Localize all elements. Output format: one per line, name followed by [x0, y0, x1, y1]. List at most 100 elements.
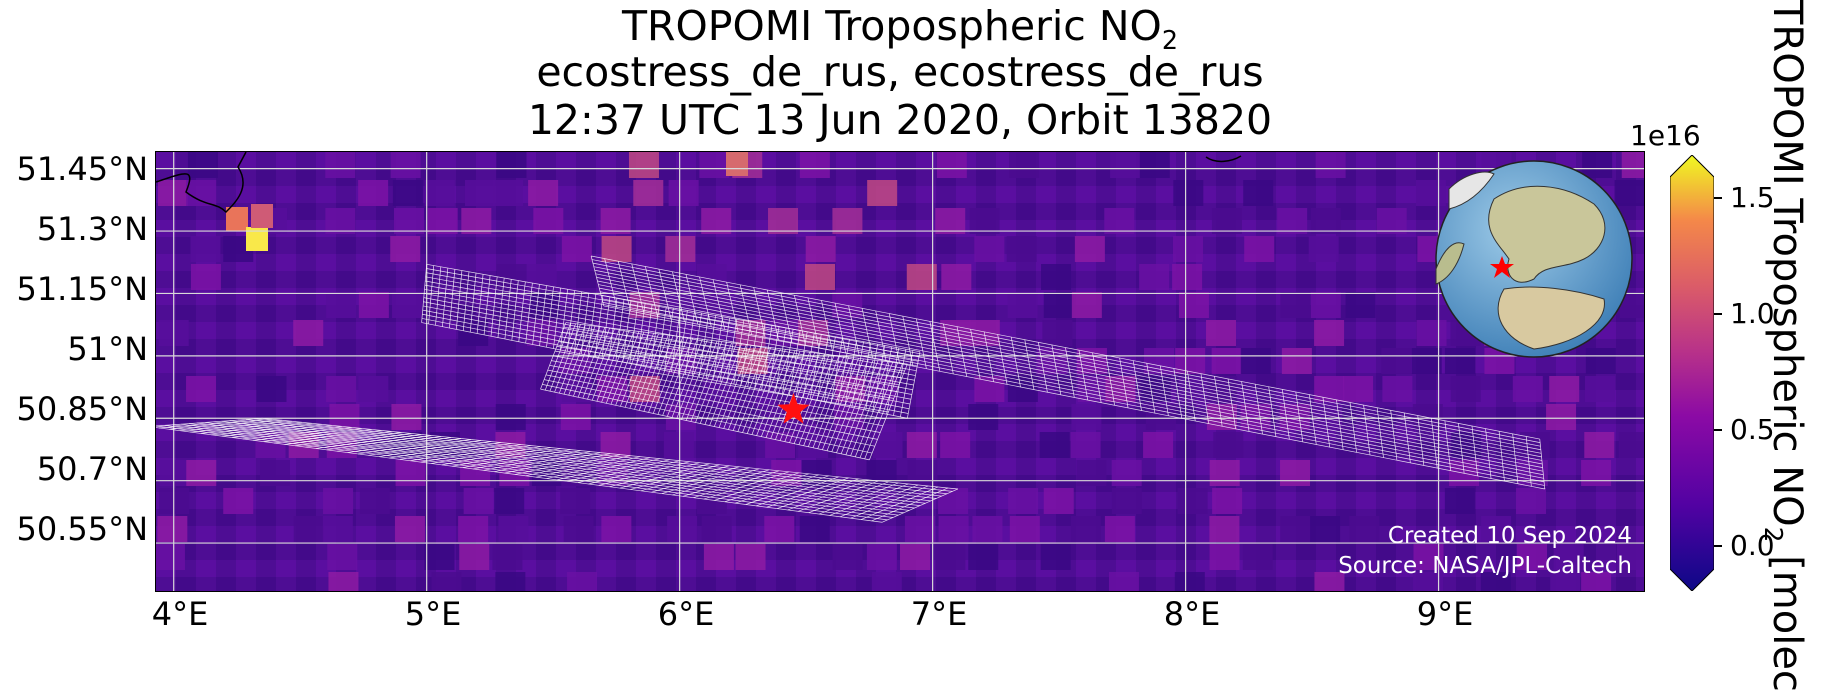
- no2-pixel: [1172, 236, 1203, 262]
- map-panel[interactable]: Created 10 Sep 2024 Source: NASA/JPL-Cal…: [155, 151, 1645, 592]
- colorbar: [1670, 155, 1714, 591]
- no2-pixel: [156, 544, 185, 570]
- no2-pixel: [251, 204, 273, 228]
- no2-pixel: [358, 292, 389, 318]
- no2-pixel: [703, 544, 734, 570]
- no2-pixel: [159, 460, 190, 486]
- lon-tick-label: 9°E: [1416, 595, 1474, 633]
- no2-pixel: [190, 264, 221, 290]
- no2-pixel: [1174, 572, 1205, 591]
- no2-pixel: [256, 376, 287, 402]
- colorbar-tick-mark: [1714, 545, 1722, 547]
- coastline: [1205, 155, 1242, 163]
- no2-pixel: [392, 292, 423, 318]
- no2-pixel: [938, 488, 969, 514]
- no2-pixel: [1009, 516, 1040, 542]
- no2-pixel: [424, 544, 455, 570]
- no2-pixel: [904, 516, 935, 542]
- no2-pixel: [1177, 488, 1208, 514]
- lat-tick-label: 51.45°N: [16, 150, 148, 188]
- no2-pixel: [1280, 516, 1311, 542]
- no2-pixel: [395, 460, 426, 486]
- no2-pixel: [1345, 292, 1376, 318]
- no2-pixel: [1584, 376, 1615, 402]
- no2-pixel: [1512, 376, 1543, 402]
- no2-pixel: [974, 376, 1005, 402]
- no2-pixel: [563, 516, 594, 542]
- no2-pixel: [1040, 544, 1071, 570]
- no2-pixel: [1104, 516, 1135, 542]
- no2-pixel: [393, 208, 424, 234]
- graticule: [156, 152, 1644, 591]
- no2-pixel: [906, 432, 937, 458]
- no2-pixel: [1070, 516, 1101, 542]
- no2-pixel: [186, 460, 217, 486]
- no2-pixel: [1349, 516, 1380, 542]
- no2-pixel: [326, 376, 357, 402]
- no2-pixel: [1621, 152, 1644, 178]
- no2-pixel: [1076, 460, 1107, 486]
- no2-pixel: [464, 180, 495, 206]
- coastline: [156, 152, 247, 214]
- no2-pixel: [765, 432, 796, 458]
- no2-pixel: [1172, 264, 1203, 290]
- colorbar-tick-label: 0.5: [1730, 413, 1775, 446]
- no2-pixel: [427, 208, 458, 234]
- no2-pixel: [1039, 432, 1070, 458]
- no2-pixel: [735, 544, 766, 570]
- target-star-marker[interactable]: [777, 392, 810, 424]
- no2-pixel: [561, 376, 592, 402]
- no2-pixel: [938, 516, 969, 542]
- no2-pixel: [496, 152, 527, 178]
- no2-pixel: [1175, 348, 1206, 374]
- lon-tick-label: 6°E: [657, 595, 715, 633]
- no2-pixel: [1381, 348, 1412, 374]
- no2-pixel: [1616, 544, 1644, 570]
- no2-pixel: [1581, 460, 1612, 486]
- no2-pixel: [1581, 572, 1612, 591]
- no2-pixel: [293, 320, 324, 346]
- no2-pixel: [1173, 180, 1204, 206]
- no2-pixel: [1314, 320, 1345, 346]
- no2-pixel: [601, 516, 632, 542]
- no2-pixel: [1243, 180, 1274, 206]
- no2-pixel: [1315, 152, 1346, 178]
- no2-pixel: [900, 544, 931, 570]
- no2-pixel: [186, 180, 217, 206]
- map-title-line2: ecostress_de_rus, ecostress_de_rus: [536, 48, 1264, 96]
- no2-pixel: [526, 264, 557, 290]
- no2-pixel: [1206, 320, 1237, 346]
- no2-pixel: [701, 516, 732, 542]
- no2-pixel: [328, 572, 359, 591]
- no2-pixel: [359, 488, 390, 514]
- no2-pixel: [495, 572, 526, 591]
- no2-pixel: [1209, 460, 1240, 486]
- no2-pixel: [1139, 152, 1170, 178]
- no2-pixel: [871, 572, 902, 591]
- no2-pixel: [665, 236, 696, 262]
- no2-pixel: [1213, 432, 1244, 458]
- no2-pixel: [325, 152, 356, 178]
- no2-pixel: [1043, 292, 1074, 318]
- no2-pixel: [1413, 572, 1444, 591]
- no2-pixel: [1614, 180, 1644, 206]
- no2-pixel: [1517, 544, 1548, 570]
- no2-pixel: [223, 488, 254, 514]
- no2-pixel: [246, 227, 268, 251]
- no2-pixel: [968, 544, 999, 570]
- colorbar-label: TROPOMI Tropospheric NO2 [molec: [1759, 0, 1810, 692]
- lon-tick-label: 7°E: [910, 595, 968, 633]
- no2-pixel: [799, 516, 830, 542]
- no2-pixel: [358, 180, 389, 206]
- no2-pixel: [1451, 432, 1482, 458]
- no2-pixel: [1178, 292, 1209, 318]
- no2-pixel: [1618, 432, 1644, 458]
- no2-pixel: [561, 236, 592, 262]
- no2-pixel: [424, 180, 455, 206]
- no2-pixel: [1070, 432, 1101, 458]
- no2-pixel: [394, 516, 425, 542]
- no2-pixel: [1071, 292, 1102, 318]
- no2-pixel: [1416, 320, 1447, 346]
- no2-pixel: [701, 208, 732, 234]
- no2-pixel: [498, 516, 529, 542]
